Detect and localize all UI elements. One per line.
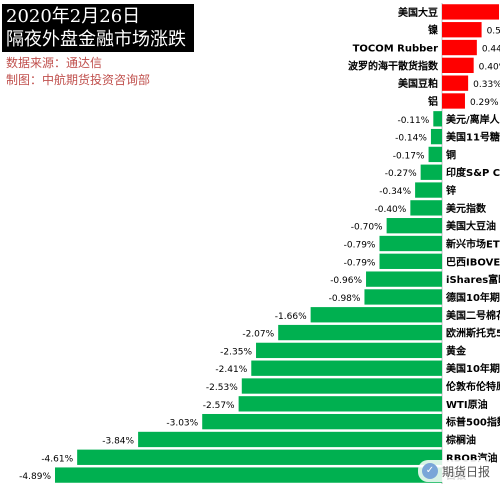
category-label: WTI原油 [446, 398, 488, 411]
value-label: -0.14% [395, 134, 427, 144]
value-label: -0.79% [344, 241, 376, 251]
chart-date: 2020年2月26日 [6, 6, 141, 27]
category-label: 波罗的海干散货指数 [348, 59, 439, 72]
value-label: -0.17% [393, 151, 425, 161]
value-label: 0.44% [482, 45, 500, 55]
value-label: 0.33% [473, 80, 500, 90]
category-label: 美国11号糖 [446, 131, 500, 144]
category-label: 巴西IBOVESPA [446, 256, 500, 268]
category-label: 铝 [428, 95, 438, 108]
value-label: -2.41% [215, 365, 247, 375]
category-label: 锌 [446, 184, 456, 197]
value-label: -2.57% [203, 401, 235, 411]
value-label: 0.29% [470, 98, 499, 108]
category-label: 美国二号棉花 [446, 309, 500, 322]
bar [428, 146, 443, 163]
bar [138, 431, 443, 448]
category-label: 美国大豆 [398, 6, 438, 19]
value-label: -3.03% [166, 419, 198, 429]
value-label: -0.79% [344, 258, 376, 268]
category-label: 新兴市场ETF-iShares MSCI [446, 238, 500, 251]
value-label: 0.40% [479, 62, 500, 72]
category-label: 美国10年期国债 [446, 362, 500, 375]
wechat-icon: ✓ [421, 463, 438, 479]
value-label: -0.34% [379, 187, 411, 197]
value-label: -2.35% [220, 347, 252, 357]
value-label: -2.53% [206, 383, 238, 393]
value-label: -0.27% [385, 169, 417, 179]
bar [442, 93, 465, 109]
watermark-text: 期货日报 [441, 464, 490, 479]
bar [310, 307, 443, 323]
category-label: 美国豆粕 [398, 77, 438, 90]
value-label: -4.61% [41, 454, 73, 464]
category-label: 棕榈油 [445, 433, 476, 446]
data-source: 数据来源：通达信 [6, 56, 103, 70]
bar [442, 75, 469, 91]
bar [430, 128, 443, 145]
category-label: 德国10年期国债 [445, 291, 500, 304]
bar [420, 164, 443, 180]
category-label: 美元指数 [446, 202, 487, 215]
value-label: -0.40% [375, 205, 407, 215]
bar [77, 449, 443, 465]
category-label: 黄金 [446, 344, 467, 357]
value-label: -0.98% [329, 294, 361, 304]
bar [415, 182, 443, 198]
value-label: -2.07% [242, 330, 274, 340]
bar [251, 360, 443, 376]
category-label: 镍 [428, 24, 438, 37]
value-label: 0.50% [487, 27, 500, 37]
bar [442, 39, 477, 56]
bar [433, 111, 443, 127]
bar [379, 253, 443, 269]
value-label: -0.11% [397, 116, 429, 126]
watermark: ✓ 期货日报 [417, 460, 494, 482]
bar [366, 271, 443, 287]
category-label: 印度S&P CNX NIFTY [446, 166, 500, 179]
bar [241, 378, 443, 394]
bar [202, 413, 443, 430]
category-label: iShares富时中国50指数ETF [446, 273, 500, 286]
title-box: 2020年2月26日 隔夜外盘金融市场涨跌 [2, 4, 194, 52]
chart-title: 隔夜外盘金融市场涨跌 [6, 29, 186, 50]
bar [386, 218, 443, 234]
category-label: TOCOM Rubber [353, 44, 439, 55]
bar [278, 324, 443, 341]
bar [442, 57, 474, 74]
bar [238, 396, 443, 412]
category-label: 伦敦布伦特原油 [446, 380, 500, 393]
category-label: 美国大豆油 [446, 220, 496, 233]
chart-maker: 制图：中航期货投资咨询部 [6, 73, 151, 87]
value-label: -1.66% [275, 312, 307, 322]
bar [442, 4, 499, 20]
bar [442, 22, 482, 38]
bar [256, 342, 443, 359]
value-label: -3.84% [102, 436, 134, 446]
bar [55, 467, 443, 483]
category-label: 铜 [446, 148, 456, 161]
category-label: 标普500指数 [445, 416, 500, 429]
bar [410, 200, 443, 216]
value-label: -0.96% [330, 276, 362, 286]
category-label: 美元/离岸人民币 [446, 113, 500, 126]
category-label: 欧洲斯托克50 [446, 327, 500, 340]
bar [364, 289, 443, 305]
value-label: -0.70% [351, 223, 383, 233]
bar [379, 235, 443, 252]
value-label: -4.89% [19, 472, 51, 482]
